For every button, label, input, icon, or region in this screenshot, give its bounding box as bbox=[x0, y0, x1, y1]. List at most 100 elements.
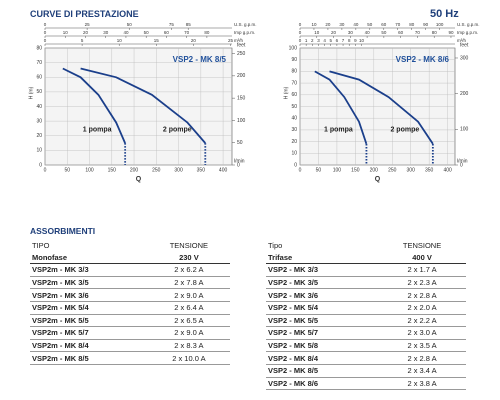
table-cell: VSP2 - MK 5/5 bbox=[266, 314, 379, 328]
table-cell: 2 x 2.2 A bbox=[378, 314, 466, 328]
y-tick-label: 0 bbox=[294, 162, 297, 168]
y2-tick-label: 150 bbox=[237, 95, 246, 101]
table-cell: VSP2 - MK 5/4 bbox=[266, 301, 379, 315]
top-axis-tick-label: 10 bbox=[117, 38, 123, 43]
y2-label: feet bbox=[460, 42, 469, 48]
top-axis-tick-label: 15 bbox=[154, 38, 160, 43]
table-cell: 2 x 2.3 A bbox=[378, 276, 466, 290]
table-cell: VSP2 - MK 8/4 bbox=[266, 351, 379, 365]
table-cell: 2 x 2.0 A bbox=[378, 301, 466, 315]
top-axis-tick-label: 5 bbox=[329, 38, 332, 43]
top-axis-tick-label: 30 bbox=[103, 30, 109, 35]
table-cell: 2 x 10.0 A bbox=[147, 351, 230, 365]
table-cell: Monofase bbox=[30, 251, 148, 265]
x-tick-label: 250 bbox=[152, 167, 161, 173]
top-axis-tick-label: 6 bbox=[336, 38, 339, 43]
table-cell: 2 x 9.0 A bbox=[147, 288, 230, 302]
y-tick-label: 60 bbox=[36, 75, 42, 81]
curve bbox=[329, 70, 434, 145]
x-tick-label: 200 bbox=[130, 167, 139, 173]
table-row: TIPO TENSIONE bbox=[30, 240, 230, 252]
table-cell: TIPO bbox=[32, 241, 50, 251]
y-tick-label: 10 bbox=[291, 151, 297, 157]
x-tick-label: 150 bbox=[108, 167, 117, 173]
top-axis-tick-label: 20 bbox=[83, 30, 89, 35]
top-axis-tick-label: 10 bbox=[314, 30, 320, 35]
x-tick-label: 400 bbox=[443, 167, 452, 173]
top-axis-unit: U.S. g.p.m. bbox=[457, 22, 480, 27]
y2-tick-label: 50 bbox=[237, 140, 243, 146]
x-tick-label: 50 bbox=[316, 167, 322, 173]
y-tick-label: 80 bbox=[36, 45, 42, 51]
curve bbox=[62, 67, 126, 144]
top-axis-unit: Imp g.p.m. bbox=[457, 30, 478, 35]
y2-label: feet bbox=[237, 42, 246, 48]
top-axis-tick-label: 10 bbox=[311, 22, 317, 27]
table-cell: 2 x 7.8 A bbox=[147, 276, 230, 290]
top-axis-tick-label: 75 bbox=[169, 22, 175, 27]
top-axis-tick-label: 7 bbox=[342, 38, 345, 43]
table-cell: VSP2 - MK 8/6 bbox=[266, 377, 379, 391]
table-row: VSP2m - MK 3/3 2 x 6.2 A bbox=[30, 263, 230, 277]
table-cell: VSP2m - MK 5/7 bbox=[30, 326, 148, 340]
table-cell: VSP2 - MK 3/6 bbox=[266, 288, 379, 302]
table-cell: 2 x 1.7 A bbox=[378, 263, 466, 277]
top-axis-tick-label: 70 bbox=[395, 22, 401, 27]
table-cell: 2 x 6.2 A bbox=[147, 263, 230, 277]
table-cell: VSP2m - MK 3/6 bbox=[30, 288, 148, 302]
y-tick-label: 50 bbox=[36, 89, 42, 95]
top-axis-tick-label: 0 bbox=[44, 22, 47, 27]
table-row: VSP2m - MK 3/6 2 x 9.0 A bbox=[30, 288, 230, 302]
table-row: VSP2m - MK 5/5 2 x 6.5 A bbox=[30, 314, 230, 328]
y-tick-label: 30 bbox=[291, 127, 297, 133]
table-cell: 2 x 2.8 A bbox=[378, 288, 466, 302]
x-tick-label: 100 bbox=[85, 167, 94, 173]
x-unit: l/min bbox=[234, 158, 245, 164]
top-axis-unit: U.S. g.p.m. bbox=[234, 22, 257, 27]
table-cell: 2 x 3.0 A bbox=[378, 326, 466, 340]
y2-tick-label: 300 bbox=[460, 55, 469, 61]
y-tick-label: 20 bbox=[291, 139, 297, 145]
x-tick-label: 250 bbox=[388, 167, 397, 173]
chart-title: VSP2 - MK 8/6 bbox=[396, 55, 450, 64]
table-cell: VSP2 - MK 8/5 bbox=[266, 364, 379, 378]
x-tick-label: 400 bbox=[219, 167, 228, 173]
curve bbox=[314, 70, 368, 145]
y-label: H (m) bbox=[283, 86, 289, 99]
top-axis-tick-label: 30 bbox=[348, 30, 354, 35]
y-tick-label: 10 bbox=[36, 148, 42, 154]
table-cell: TENSIONE bbox=[402, 241, 442, 251]
top-axis-tick-label: 60 bbox=[381, 22, 387, 27]
page-title: CURVE DI PRESTAZIONE bbox=[30, 9, 139, 19]
x-unit: l/min bbox=[457, 158, 468, 164]
y-tick-label: 30 bbox=[36, 118, 42, 124]
table-cell: 2 x 9.0 A bbox=[147, 326, 230, 340]
top-axis-tick-label: 80 bbox=[409, 22, 415, 27]
table-cell: VSP2m - MK 8/4 bbox=[30, 339, 148, 353]
top-axis-tick-label: 5 bbox=[81, 38, 84, 43]
table-row: Trifase 400 V bbox=[266, 251, 466, 265]
curve-label: 2 pompe bbox=[390, 127, 419, 134]
x-tick-label: 350 bbox=[197, 167, 206, 173]
top-axis-tick-label: 25 bbox=[228, 38, 234, 43]
top-axis-tick-label: 10 bbox=[359, 38, 365, 43]
x-tick-label: 300 bbox=[407, 167, 416, 173]
top-axis-tick-label: 20 bbox=[325, 22, 331, 27]
curve-label: 2 pompe bbox=[163, 127, 192, 134]
x-tick-label: 200 bbox=[370, 167, 379, 173]
x-tick-label: 0 bbox=[299, 167, 302, 173]
y-tick-label: 40 bbox=[36, 104, 42, 110]
y-tick-label: 0 bbox=[39, 162, 42, 168]
top-axis-tick-label: 50 bbox=[144, 30, 150, 35]
absorption-table: Tipo TENSIONE Trifase 400 V VSP2 - MK 3/3 2 x… bbox=[266, 240, 466, 391]
y2-tick-label: 100 bbox=[460, 127, 469, 133]
y2-tick-label: 0 bbox=[460, 162, 463, 168]
top-axis-tick-label: 40 bbox=[123, 30, 129, 35]
top-axis-tick-label: 30 bbox=[339, 22, 345, 27]
curve-label: 1 pompa bbox=[324, 127, 353, 134]
top-axis-tick-label: 0 bbox=[299, 30, 302, 35]
table-row: VSP2m - MK 5/7 2 x 9.0 A bbox=[30, 326, 230, 340]
y-tick-label: 40 bbox=[291, 116, 297, 122]
